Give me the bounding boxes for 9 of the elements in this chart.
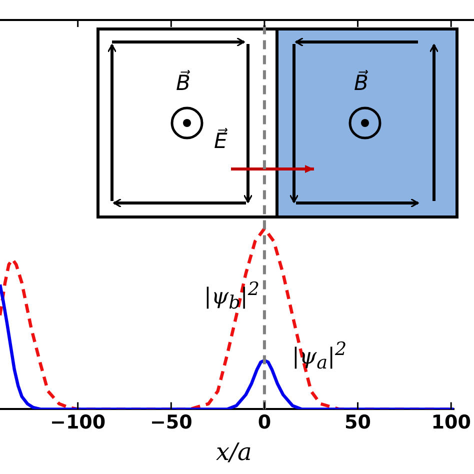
annotation: |ψ$_{b}$|$^{2}$ bbox=[204, 278, 260, 314]
annotation: |ψ$_{a}$|$^{2}$ bbox=[292, 338, 347, 374]
x-tick-label: 100 bbox=[431, 412, 471, 434]
x-tick-label: −100 bbox=[50, 412, 106, 434]
x-tick-label: 50 bbox=[344, 412, 371, 434]
x-tick-label: 0 bbox=[258, 412, 272, 434]
field-diagram: B⃗ B⃗ E⃗ bbox=[96, 27, 460, 219]
x-tick-label: −50 bbox=[150, 412, 192, 434]
x-axis-title: x/a bbox=[216, 438, 252, 466]
